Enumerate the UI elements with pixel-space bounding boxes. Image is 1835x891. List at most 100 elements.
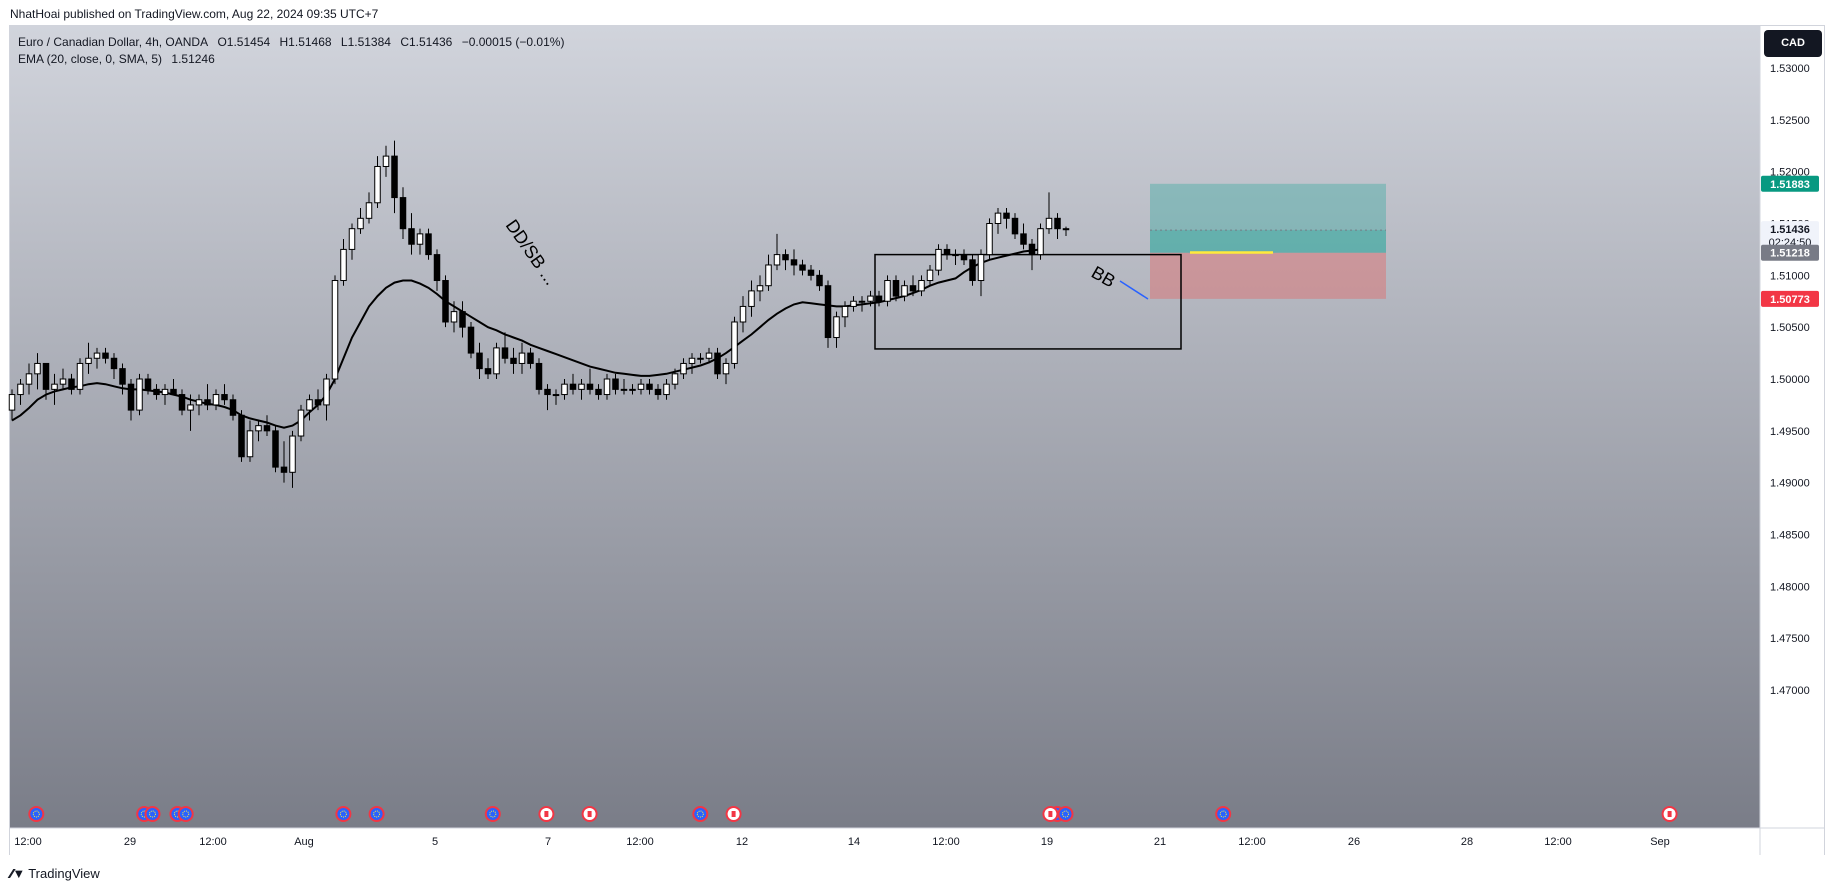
candle-up bbox=[977, 254, 985, 282]
economic-event-ca-icon[interactable] bbox=[725, 806, 742, 822]
candle-up bbox=[85, 357, 92, 364]
candle-down bbox=[425, 233, 432, 256]
time-tick-label: 7 bbox=[545, 836, 551, 848]
economic-event-eu-icon[interactable] bbox=[144, 806, 161, 822]
economic-event-eu-icon[interactable] bbox=[1057, 806, 1074, 822]
currency-button[interactable]: CAD bbox=[1764, 30, 1822, 57]
candle-up bbox=[289, 435, 296, 473]
economic-event-eu-icon[interactable] bbox=[1215, 806, 1232, 822]
price-badge-bg bbox=[1761, 221, 1819, 252]
candle-down bbox=[127, 383, 135, 411]
candle-up bbox=[561, 383, 568, 396]
candle-up bbox=[25, 373, 33, 385]
marker-core bbox=[30, 808, 43, 820]
economic-event-ca-icon[interactable] bbox=[1661, 806, 1678, 822]
marker-stars bbox=[149, 810, 156, 818]
bb-pointer-line bbox=[1119, 280, 1149, 300]
candle-down bbox=[238, 414, 245, 458]
candle-down bbox=[1011, 217, 1019, 235]
candle-down bbox=[1062, 228, 1070, 231]
candle-up bbox=[884, 280, 891, 302]
price-tick-label: 1.50500 bbox=[1770, 322, 1810, 334]
candle-up bbox=[603, 378, 611, 396]
stop-loss-zone bbox=[1150, 252, 1386, 299]
candle-up bbox=[17, 383, 24, 396]
candle-down bbox=[221, 394, 228, 401]
economic-event-ca-icon[interactable] bbox=[581, 806, 598, 822]
target-zone bbox=[1150, 183, 1386, 253]
candle-down bbox=[960, 254, 968, 261]
ohlc-high: H1.51468 bbox=[279, 35, 332, 49]
legend-row-symbol: Euro / Canadian Dollar, 4h, OANDA O1.514… bbox=[18, 34, 570, 51]
marker-core bbox=[1217, 808, 1230, 820]
candle-up bbox=[663, 383, 670, 396]
candle-up bbox=[348, 228, 356, 250]
candle-up bbox=[51, 383, 58, 390]
economic-event-ca-icon[interactable] bbox=[1042, 806, 1059, 822]
time-tick-label: 26 bbox=[1348, 836, 1360, 848]
marker-stars bbox=[339, 810, 347, 818]
candle-down bbox=[442, 280, 449, 323]
price-badge-label: 1.51436 bbox=[1770, 224, 1810, 236]
candle-up bbox=[620, 388, 628, 391]
candle-up bbox=[297, 409, 305, 437]
price-tick-label: 1.51000 bbox=[1770, 270, 1810, 282]
candle-up bbox=[901, 285, 908, 297]
time-tick-label: 12:00 bbox=[1544, 836, 1572, 848]
candle-down bbox=[272, 430, 279, 468]
candle-up bbox=[731, 321, 738, 364]
candle-down bbox=[544, 388, 551, 396]
candle-up bbox=[340, 248, 347, 282]
marker-stars bbox=[32, 810, 40, 818]
candle-up bbox=[680, 362, 687, 375]
candle-down bbox=[399, 197, 407, 230]
candle-up bbox=[34, 362, 41, 375]
candle-down bbox=[790, 259, 798, 266]
price-badge-label: 1.51883 bbox=[1770, 179, 1810, 191]
economic-event-eu-icon[interactable] bbox=[28, 806, 45, 822]
candle-down bbox=[782, 254, 789, 261]
economic-event-eu-icon[interactable] bbox=[335, 806, 352, 822]
price-tick-label: 1.49000 bbox=[1770, 478, 1810, 490]
candle-down bbox=[314, 399, 322, 406]
candle-down bbox=[263, 425, 271, 432]
time-tick-label: 21 bbox=[1154, 836, 1166, 848]
symbol-name[interactable]: Euro / Canadian Dollar, 4h, OANDA bbox=[18, 35, 209, 49]
marker-core bbox=[370, 808, 383, 820]
price-tick-label: 1.52000 bbox=[1770, 167, 1810, 179]
maple-leaf bbox=[731, 811, 736, 817]
candle-down bbox=[510, 357, 517, 364]
candle-up bbox=[739, 305, 747, 323]
candle-down bbox=[408, 228, 415, 245]
candle-up bbox=[8, 394, 16, 411]
candle-up bbox=[93, 352, 101, 359]
economic-event-eu-icon[interactable] bbox=[368, 806, 385, 822]
economic-event-eu-icon[interactable] bbox=[692, 806, 709, 822]
candle-up bbox=[187, 404, 194, 411]
candle-down bbox=[119, 368, 126, 385]
candle-down bbox=[476, 352, 483, 370]
ema-label[interactable]: EMA (20, close, 0, SMA, 5) bbox=[18, 52, 163, 66]
candle-down bbox=[824, 285, 832, 339]
candle-up bbox=[246, 430, 254, 458]
footer-brand[interactable]: ⁄⁄▼ TradingView bbox=[10, 866, 100, 881]
marker-core bbox=[1059, 808, 1072, 820]
publish-attribution: NhatHoai published on TradingView.com, A… bbox=[10, 7, 379, 21]
economic-event-ca-icon[interactable] bbox=[538, 806, 555, 822]
price-tick-label: 1.53000 bbox=[1770, 63, 1810, 75]
candle-up bbox=[935, 248, 942, 271]
time-tick-label: 19 bbox=[1041, 836, 1053, 848]
candle-down bbox=[1028, 243, 1036, 256]
economic-event-eu-icon[interactable] bbox=[177, 806, 194, 822]
candle-down bbox=[646, 383, 653, 390]
economic-event-eu-icon[interactable] bbox=[484, 806, 501, 822]
candle-up bbox=[850, 300, 857, 307]
candle-up bbox=[195, 399, 203, 406]
candle-down bbox=[1003, 212, 1010, 219]
candle-down bbox=[153, 388, 160, 396]
marker-stars bbox=[696, 810, 704, 818]
candle-up bbox=[552, 394, 560, 397]
candle-up bbox=[952, 254, 959, 257]
